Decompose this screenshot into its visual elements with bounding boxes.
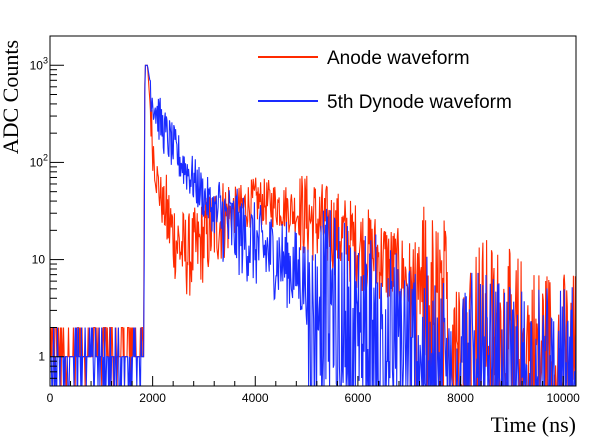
legend: Anode waveform 5th Dynode waveform: [258, 48, 512, 113]
legend-label-anode: Anode waveform: [327, 48, 470, 69]
x-tick-label: 8000: [447, 391, 474, 405]
y-tick-label: 1: [38, 350, 45, 364]
x-tick-label: 10000: [546, 391, 580, 405]
legend-label-dynode: 5th Dynode waveform: [327, 92, 512, 113]
plot-frame: [49, 35, 577, 387]
y-axis-label: ADC Counts: [0, 40, 23, 154]
axes-layer: 0 2000 4000 6000 8000 10000 1 10 102 103: [30, 35, 580, 405]
x-axis-label: Time (ns): [491, 412, 576, 437]
x-tick-label: 0: [47, 391, 54, 405]
series-layer: [50, 64, 576, 386]
y-tick-label: 10: [32, 253, 46, 267]
y-tick-label: 102: [30, 152, 48, 169]
x-tick-label: 6000: [345, 391, 372, 405]
series-dynode-line: [50, 64, 576, 386]
y-tick-label: 103: [30, 55, 48, 72]
x-tick-label: 2000: [139, 391, 166, 405]
x-tick-label: 4000: [242, 391, 269, 405]
